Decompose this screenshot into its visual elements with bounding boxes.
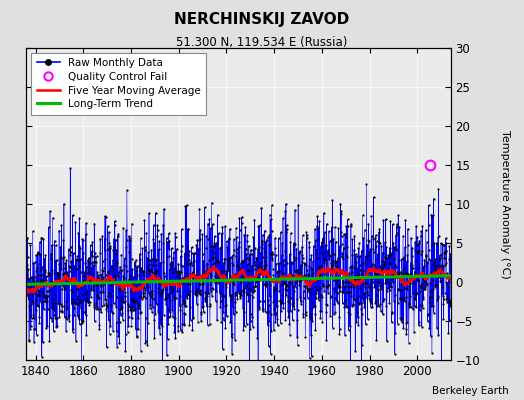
Text: NERCHINSKIJ ZAVOD: NERCHINSKIJ ZAVOD <box>174 12 350 27</box>
Y-axis label: Temperature Anomaly (°C): Temperature Anomaly (°C) <box>500 130 510 278</box>
Legend: Raw Monthly Data, Quality Control Fail, Five Year Moving Average, Long-Term Tren: Raw Monthly Data, Quality Control Fail, … <box>31 53 206 114</box>
Text: Berkeley Earth: Berkeley Earth <box>432 386 508 396</box>
Text: 51.300 N, 119.534 E (Russia): 51.300 N, 119.534 E (Russia) <box>176 36 348 49</box>
